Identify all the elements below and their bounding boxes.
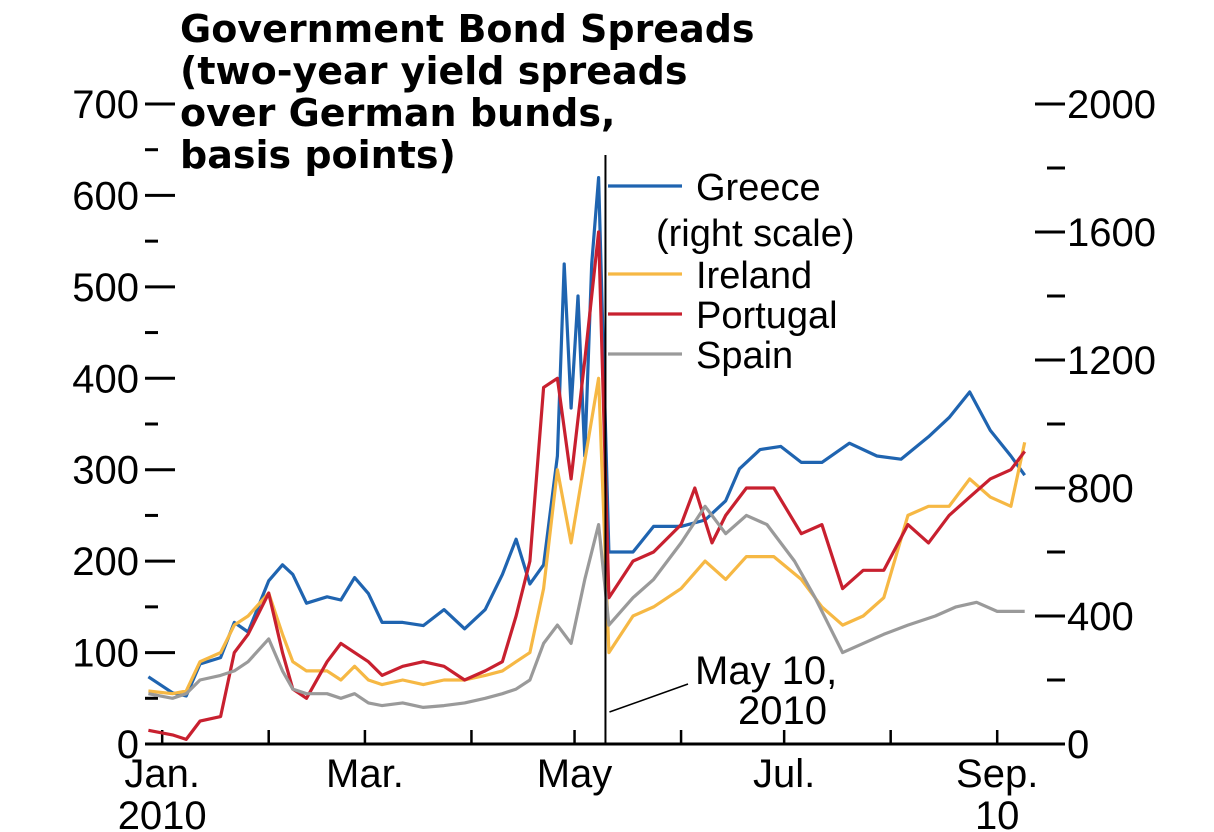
annotation-label-line2: 2010 xyxy=(738,689,827,733)
y-right-tick-label: 800 xyxy=(1067,467,1134,511)
y-left-tick-label: 600 xyxy=(72,174,139,218)
x-tick-label: Jan. xyxy=(124,752,200,796)
y-left-tick-label: 400 xyxy=(72,357,139,401)
annotation: May 10,2010 xyxy=(604,155,837,744)
series-lines xyxy=(147,176,1027,742)
y-right-tick-label: 2000 xyxy=(1067,83,1156,127)
x-tick-label-year: 10 xyxy=(975,794,1020,832)
legend-sublabel-greece: (right scale) xyxy=(656,213,855,255)
y-left-tick-label: 300 xyxy=(72,449,139,493)
y-left-tick-label: 500 xyxy=(72,266,139,310)
y-left-tick-label: 100 xyxy=(72,632,139,676)
chart-title-line: basis points) xyxy=(180,133,456,177)
y-right-tick-label: 400 xyxy=(1067,595,1134,639)
annotation-label-line1: May 10, xyxy=(695,649,837,693)
series-line-greece-right-scale xyxy=(147,176,1026,698)
chart-title-line: Government Bond Spreads xyxy=(180,7,755,51)
legend-label-portugal: Portugal xyxy=(696,295,838,337)
x-tick-label: Jul. xyxy=(753,752,815,796)
series-line-portugal xyxy=(148,230,1026,742)
y-left-tick-label: 700 xyxy=(72,83,139,127)
y-left-tick-label: 200 xyxy=(72,540,139,584)
y-left-tick-label: 0 xyxy=(117,723,139,767)
chart-title-line: (two-year yield spreads xyxy=(180,49,688,93)
annotation-leader-line xyxy=(609,683,689,713)
chart-title-line: over German bunds, xyxy=(180,91,615,135)
legend-label-greece: Greece xyxy=(696,167,821,209)
y-right-tick-label: 1200 xyxy=(1067,339,1156,383)
y-right-tick-label: 1600 xyxy=(1067,211,1156,255)
x-tick-label: May xyxy=(537,752,613,796)
series-line-spain xyxy=(148,504,1025,710)
axes: 0 100 200 300 400 500 600 700 0 400 800 1200 1600 200… xyxy=(72,83,1156,832)
x-tick-label-year: 2010 xyxy=(118,794,207,832)
series-line-ireland xyxy=(148,376,1027,696)
legend-label-ireland: Ireland xyxy=(696,255,812,297)
y-right-tick-label: 0 xyxy=(1067,723,1089,767)
x-tick-label: Mar. xyxy=(326,752,404,796)
x-tick-label: Sep. xyxy=(956,752,1038,796)
chart-title: Government Bond Spreads(two-year yield s… xyxy=(180,7,755,177)
legend-label-spain: Spain xyxy=(696,335,793,377)
